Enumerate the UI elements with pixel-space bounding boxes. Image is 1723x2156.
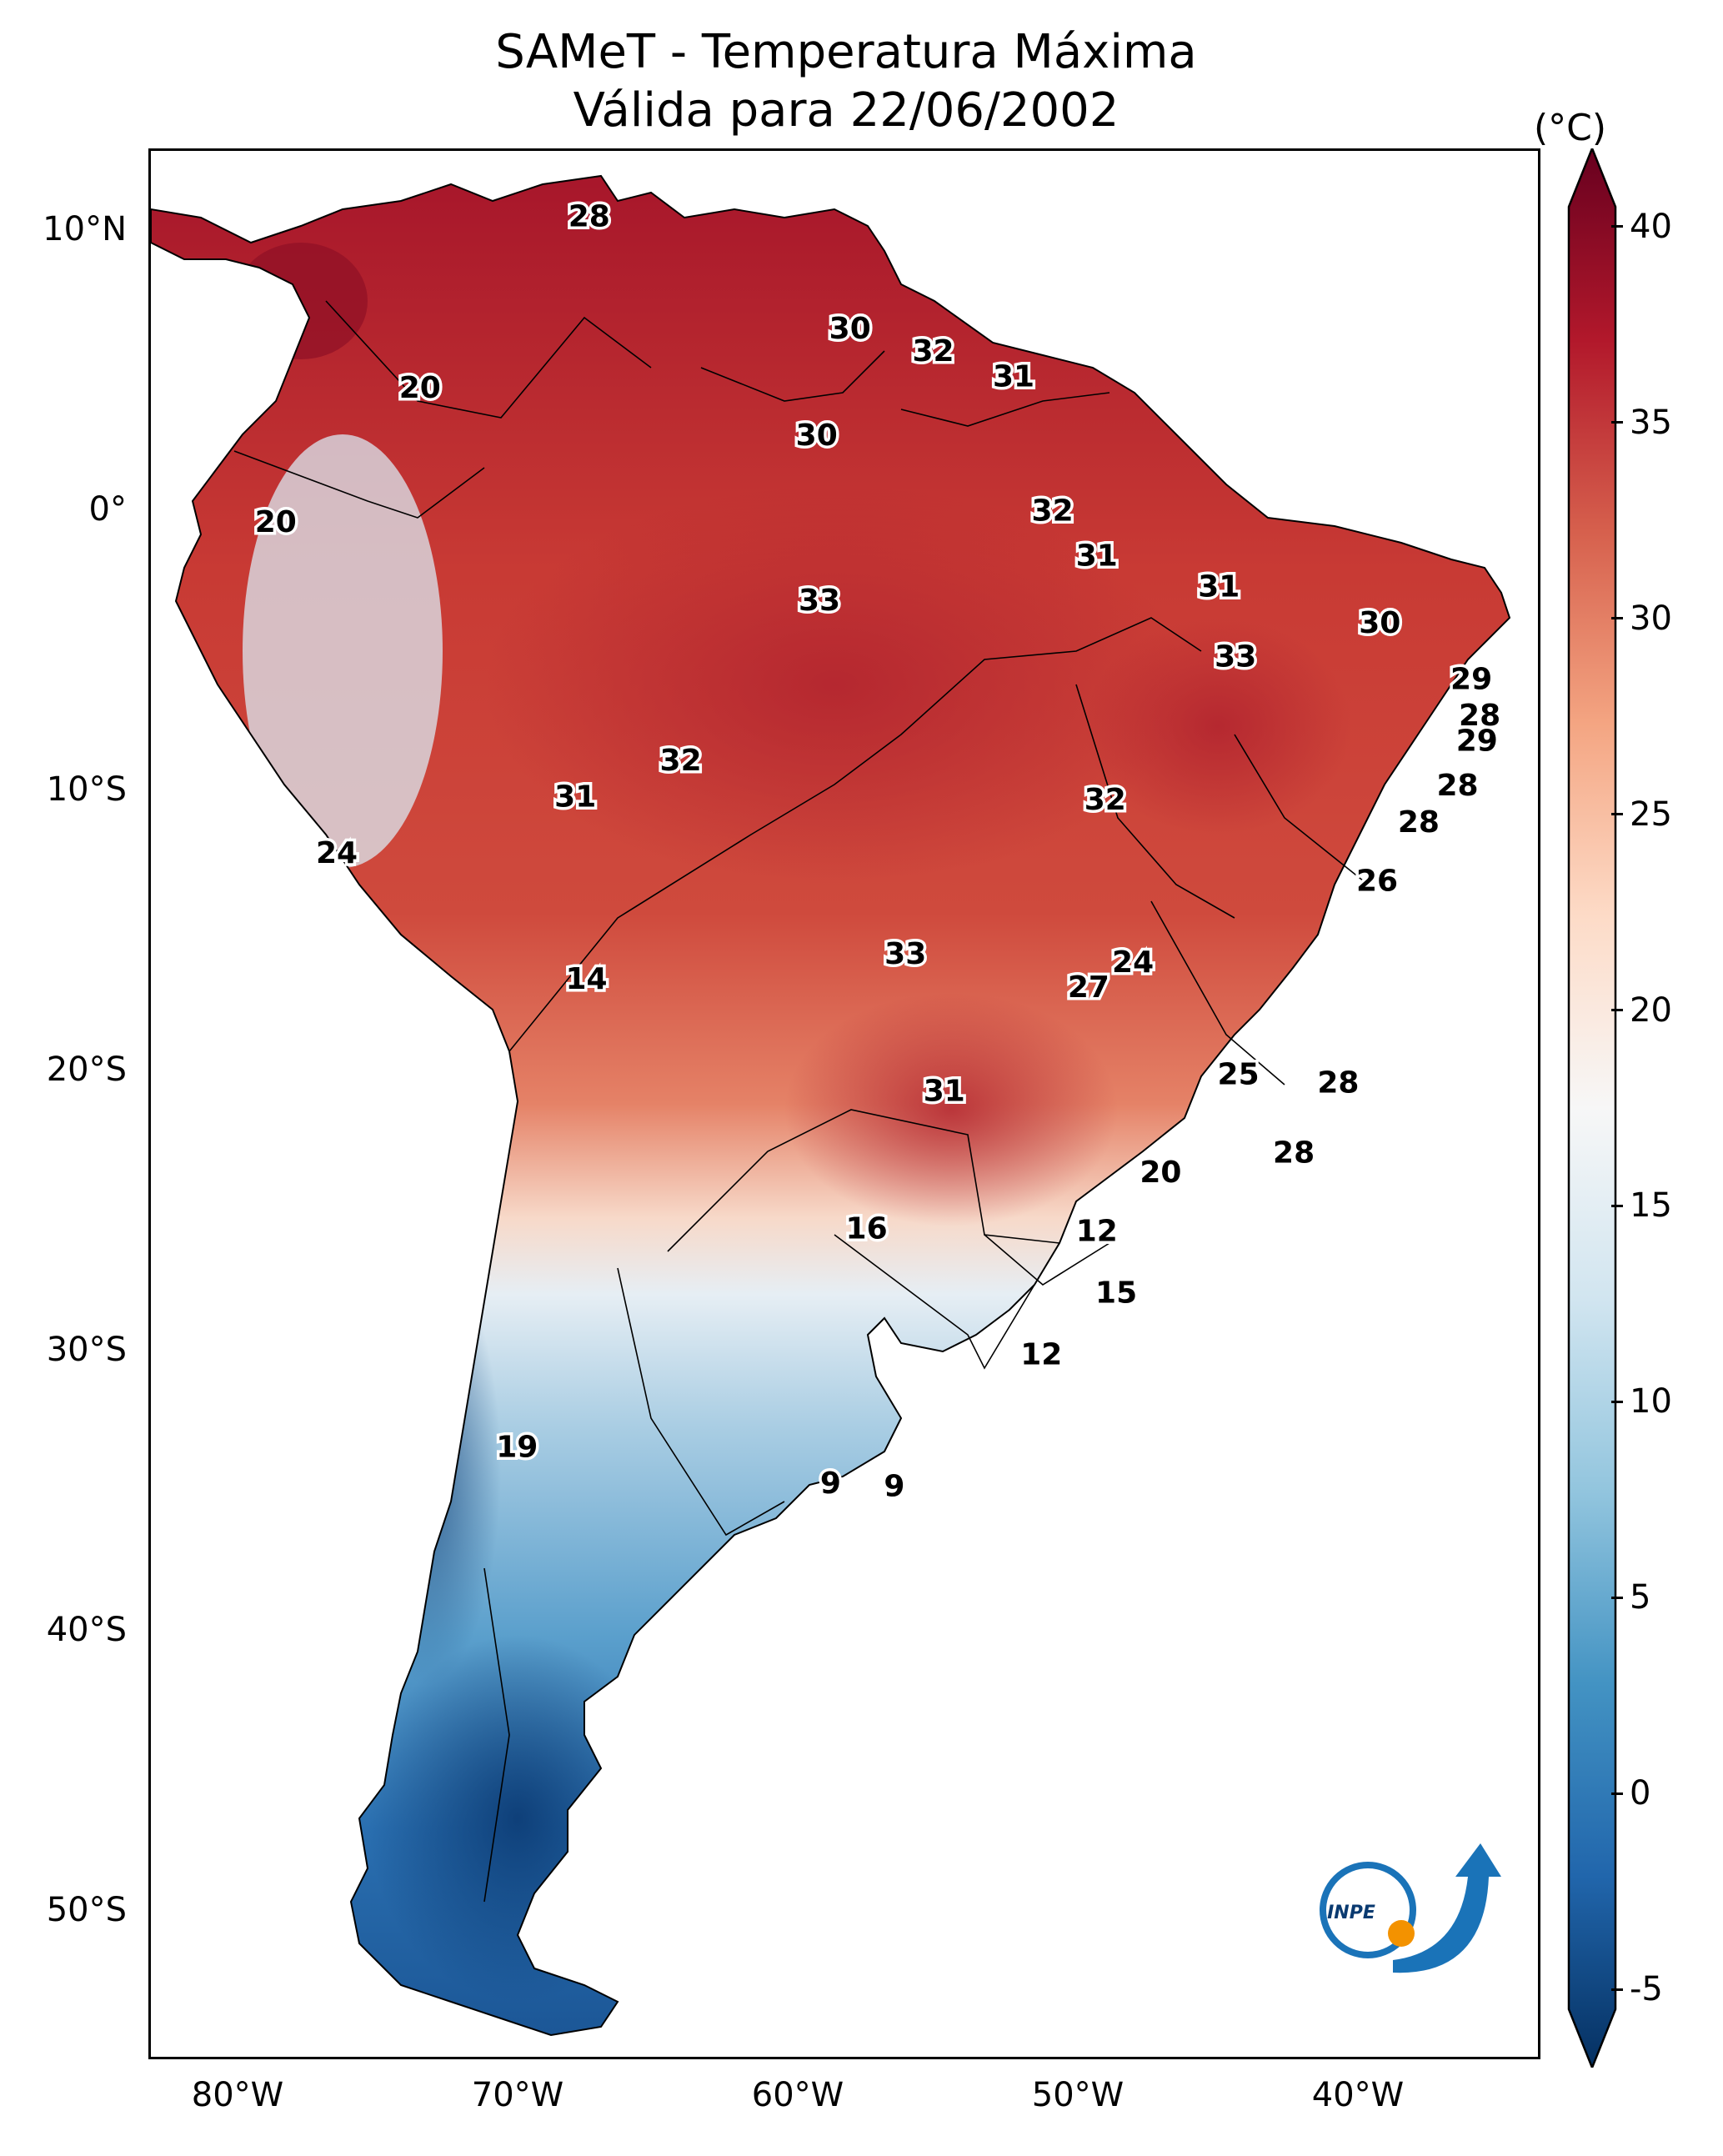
isotherm-label: 16: [846, 1211, 888, 1246]
isotherm-label: 32: [1032, 494, 1074, 529]
map-title-line-2: Válida para 22/06/2002: [573, 83, 1119, 138]
isotherm-label: 30: [1359, 606, 1400, 640]
isotherm-label: 33: [884, 937, 926, 971]
colorbar-tick-label: -5: [1630, 1970, 1663, 2009]
isotherm-label: 33: [799, 584, 840, 618]
lat-label-0: 0°: [88, 490, 127, 529]
isotherm-label: 28: [1273, 1136, 1315, 1171]
colorbar-tick-label: 15: [1630, 1186, 1672, 1226]
colorbar-tick-mark: [1611, 1988, 1623, 1991]
colorbar-unit: (°C): [1534, 107, 1607, 149]
lat-label-50s: 50°S: [46, 1891, 127, 1929]
isotherm-label: 28: [1436, 769, 1478, 803]
isotherm-label: 14: [565, 962, 607, 996]
isotherm-label: 29: [1450, 662, 1492, 696]
isotherm-label: 24: [1112, 945, 1154, 980]
isotherm-label: 32: [660, 744, 702, 778]
country-borders: [233, 300, 1369, 1903]
inpe-logo: INPE: [1320, 1843, 1501, 1973]
isotherm-label: 28: [1459, 699, 1500, 733]
isotherm-label: 29: [1456, 724, 1498, 758]
isotherm-label: 20: [1139, 1156, 1181, 1190]
map-panel: 28 30 32 31 20 30 32 20 31 31 33 30 33 29 28 29 32 31 32 28…: [148, 148, 1540, 2059]
isotherm-label: 32: [1084, 783, 1126, 817]
colorbar-tick-mark: [1611, 1792, 1623, 1795]
colorbar-tick-mark: [1611, 421, 1623, 424]
lon-label-60w: 60°W: [751, 2076, 844, 2114]
lat-label-10s: 10°S: [46, 770, 127, 809]
isotherm-label: 30: [796, 419, 838, 453]
isotherm-label: 9: [820, 1467, 841, 1501]
colorbar-tick-mark: [1611, 1204, 1623, 1207]
lon-label-40w: 40°W: [1311, 2076, 1405, 2114]
colorbar-tick-mark: [1611, 1400, 1623, 1403]
lat-label-40s: 40°S: [46, 1611, 127, 1649]
lon-label-70w: 70°W: [471, 2076, 564, 2114]
isotherm-label: 20: [399, 371, 441, 405]
isotherm-label: 24: [316, 836, 358, 870]
colorbar-tick-mark: [1611, 617, 1623, 620]
isotherm-label: 27: [1068, 970, 1109, 1005]
colorbar-tick-label: 40: [1630, 207, 1672, 246]
lon-label-50w: 50°W: [1031, 2076, 1124, 2114]
isotherm-label: 31: [1198, 569, 1240, 604]
temperature-field: [151, 176, 1510, 2035]
colorbar-tick-label: 25: [1630, 795, 1672, 834]
colorbar-tick-label: 30: [1630, 599, 1672, 638]
colorbar-tick-label: 10: [1630, 1382, 1672, 1421]
isotherm-label: 26: [1356, 864, 1398, 898]
colorbar-tick-label: 35: [1630, 403, 1672, 442]
colorbar-tick-mark: [1611, 813, 1623, 816]
isotherm-label: 31: [1076, 539, 1118, 574]
colorbar-tick-label: 0: [1630, 1774, 1651, 1813]
colorbar-tick-mark: [1611, 1009, 1623, 1012]
isotherm-label: 28: [1398, 805, 1440, 840]
lon-label-80w: 80°W: [191, 2076, 284, 2114]
isotherm-label: 19: [496, 1431, 538, 1465]
inpe-logo-text: INPE: [1327, 1903, 1375, 1923]
isotherm-label: 31: [554, 780, 596, 815]
isotherm-label: 12: [1020, 1338, 1062, 1372]
colorbar: [1567, 148, 1617, 2068]
isotherm-label: 20: [255, 505, 297, 539]
colorbar-tick-label: 5: [1630, 1578, 1651, 1617]
isotherm-label: 33: [1215, 640, 1256, 674]
colorbar-tick-mark: [1611, 225, 1623, 228]
isotherm-label: 15: [1095, 1276, 1137, 1311]
isotherm-label: 28: [568, 200, 610, 234]
lat-label-30s: 30°S: [46, 1331, 127, 1369]
isotherm-label: 9: [884, 1470, 904, 1504]
isotherm-label: 30: [829, 312, 871, 346]
isotherm-label: 25: [1218, 1057, 1260, 1091]
isotherm-label: 31: [993, 359, 1034, 394]
isotherm-label: 12: [1076, 1215, 1118, 1249]
lat-label-10n: 10°N: [43, 210, 127, 248]
colorbar-tick-mark: [1611, 1596, 1623, 1599]
isotherm-label: 32: [912, 334, 954, 369]
isotherm-label: 28: [1317, 1066, 1359, 1101]
isotherm-label: 31: [924, 1075, 965, 1109]
colorbar-tick-label: 20: [1630, 990, 1672, 1030]
lat-label-20s: 20°S: [46, 1050, 127, 1089]
map-title-line-1: SAMeT - Temperatura Máxima: [495, 25, 1197, 79]
